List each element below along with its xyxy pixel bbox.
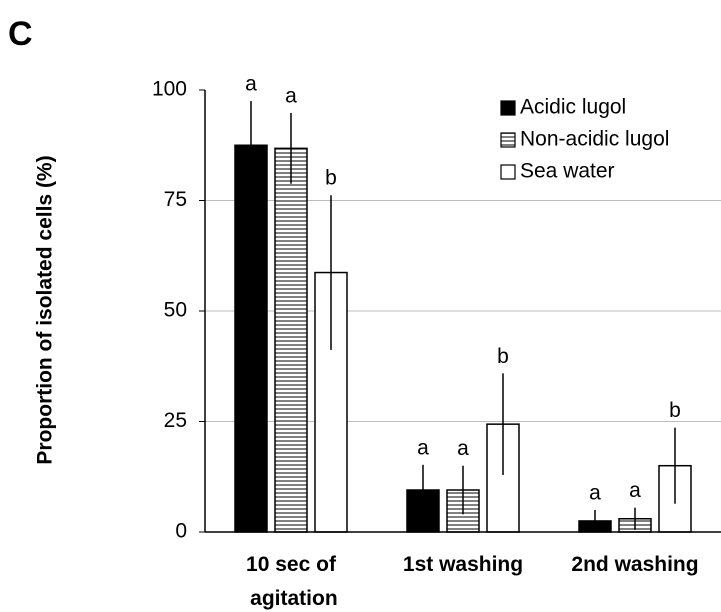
legend-swatch (500, 164, 516, 180)
legend-swatch (500, 100, 516, 116)
x-tick-label: 1st washing (403, 553, 523, 576)
legend-label: Acidic lugol (520, 96, 626, 119)
x-tick-label: 10 sec of agitation (244, 553, 337, 610)
legend-label: Non-acidic lugol (520, 128, 669, 151)
y-tick-label: 100 (152, 78, 187, 101)
significance-letter: a (629, 479, 641, 502)
bar (274, 147, 308, 533)
significance-letter: a (457, 437, 469, 460)
panel-label: C (8, 15, 33, 53)
significance-letter: b (497, 345, 509, 368)
significance-letter: a (245, 73, 257, 96)
significance-letter: a (417, 436, 429, 459)
x-tick-label: 2nd washing (571, 553, 698, 576)
significance-letter: b (325, 167, 337, 190)
significance-letter: a (589, 481, 601, 504)
y-tick-label: 50 (164, 299, 187, 322)
y-axis-label: Proportion of isolated cells (%) (34, 155, 57, 464)
y-tick-label: 0 (175, 520, 187, 543)
y-tick-label: 25 (164, 409, 187, 432)
y-tick-label: 75 (164, 188, 187, 211)
significance-letter: b (669, 399, 681, 422)
legend-label: Sea water (520, 160, 615, 183)
bar (234, 144, 268, 533)
legend-swatch (500, 132, 516, 148)
significance-letter: a (285, 85, 297, 108)
